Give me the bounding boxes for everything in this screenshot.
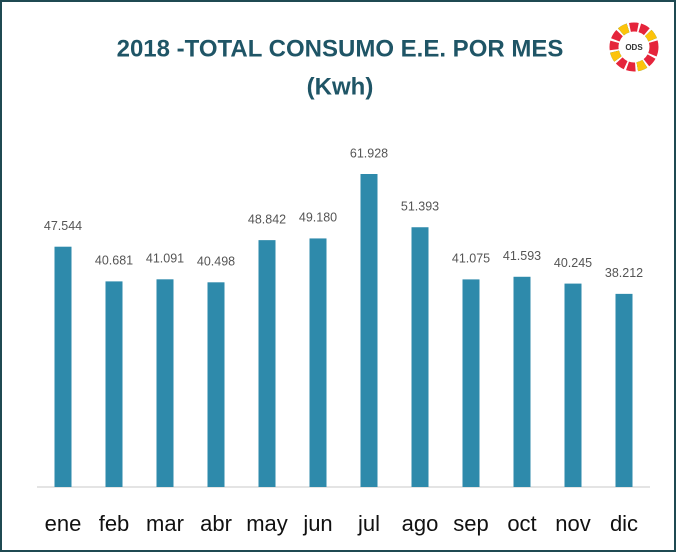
logo-ring xyxy=(609,22,659,72)
x-tick-label: jun xyxy=(302,511,332,536)
bar xyxy=(105,281,123,487)
bar xyxy=(309,238,327,487)
logo: ODS xyxy=(609,22,659,72)
bar xyxy=(411,227,429,488)
bar xyxy=(615,293,633,487)
x-tick-label: oct xyxy=(507,511,536,536)
x-tick-label: feb xyxy=(99,511,130,536)
value-label: 41.091 xyxy=(146,252,184,266)
x-tick-label: may xyxy=(246,511,288,536)
x-tick-label: nov xyxy=(555,511,590,536)
x-tick-label: jul xyxy=(357,511,380,536)
value-label: 40.681 xyxy=(95,254,133,268)
value-label: 48.842 xyxy=(248,212,286,226)
bar xyxy=(54,246,72,487)
bar xyxy=(258,240,276,487)
bar xyxy=(513,276,531,487)
bar xyxy=(564,283,582,487)
x-tick-label: sep xyxy=(453,511,488,536)
x-tick-label: ago xyxy=(402,511,439,536)
x-tick-label: abr xyxy=(200,511,232,536)
x-tick-label: dic xyxy=(610,511,638,536)
value-label: 51.393 xyxy=(401,200,439,214)
chart-subtitle: (Kwh) xyxy=(307,73,374,100)
bar xyxy=(462,279,480,487)
value-label: 41.593 xyxy=(503,249,541,263)
x-tick-label: mar xyxy=(146,511,184,536)
bar xyxy=(360,174,378,487)
value-label: 40.245 xyxy=(554,256,592,270)
bar xyxy=(156,279,174,487)
bar xyxy=(207,282,225,487)
chart-title: 2018 -TOTAL CONSUMO E.E. POR MES xyxy=(117,35,564,62)
logo-label: ODS xyxy=(625,43,643,52)
logo-center xyxy=(621,34,647,60)
value-label: 38.212 xyxy=(605,266,643,280)
value-label: 49.180 xyxy=(299,211,337,225)
x-tick-label: ene xyxy=(45,511,82,536)
value-label: 40.498 xyxy=(197,255,235,269)
value-label: 47.544 xyxy=(44,219,82,233)
value-label: 41.075 xyxy=(452,252,490,266)
value-label: 61.928 xyxy=(350,146,388,160)
